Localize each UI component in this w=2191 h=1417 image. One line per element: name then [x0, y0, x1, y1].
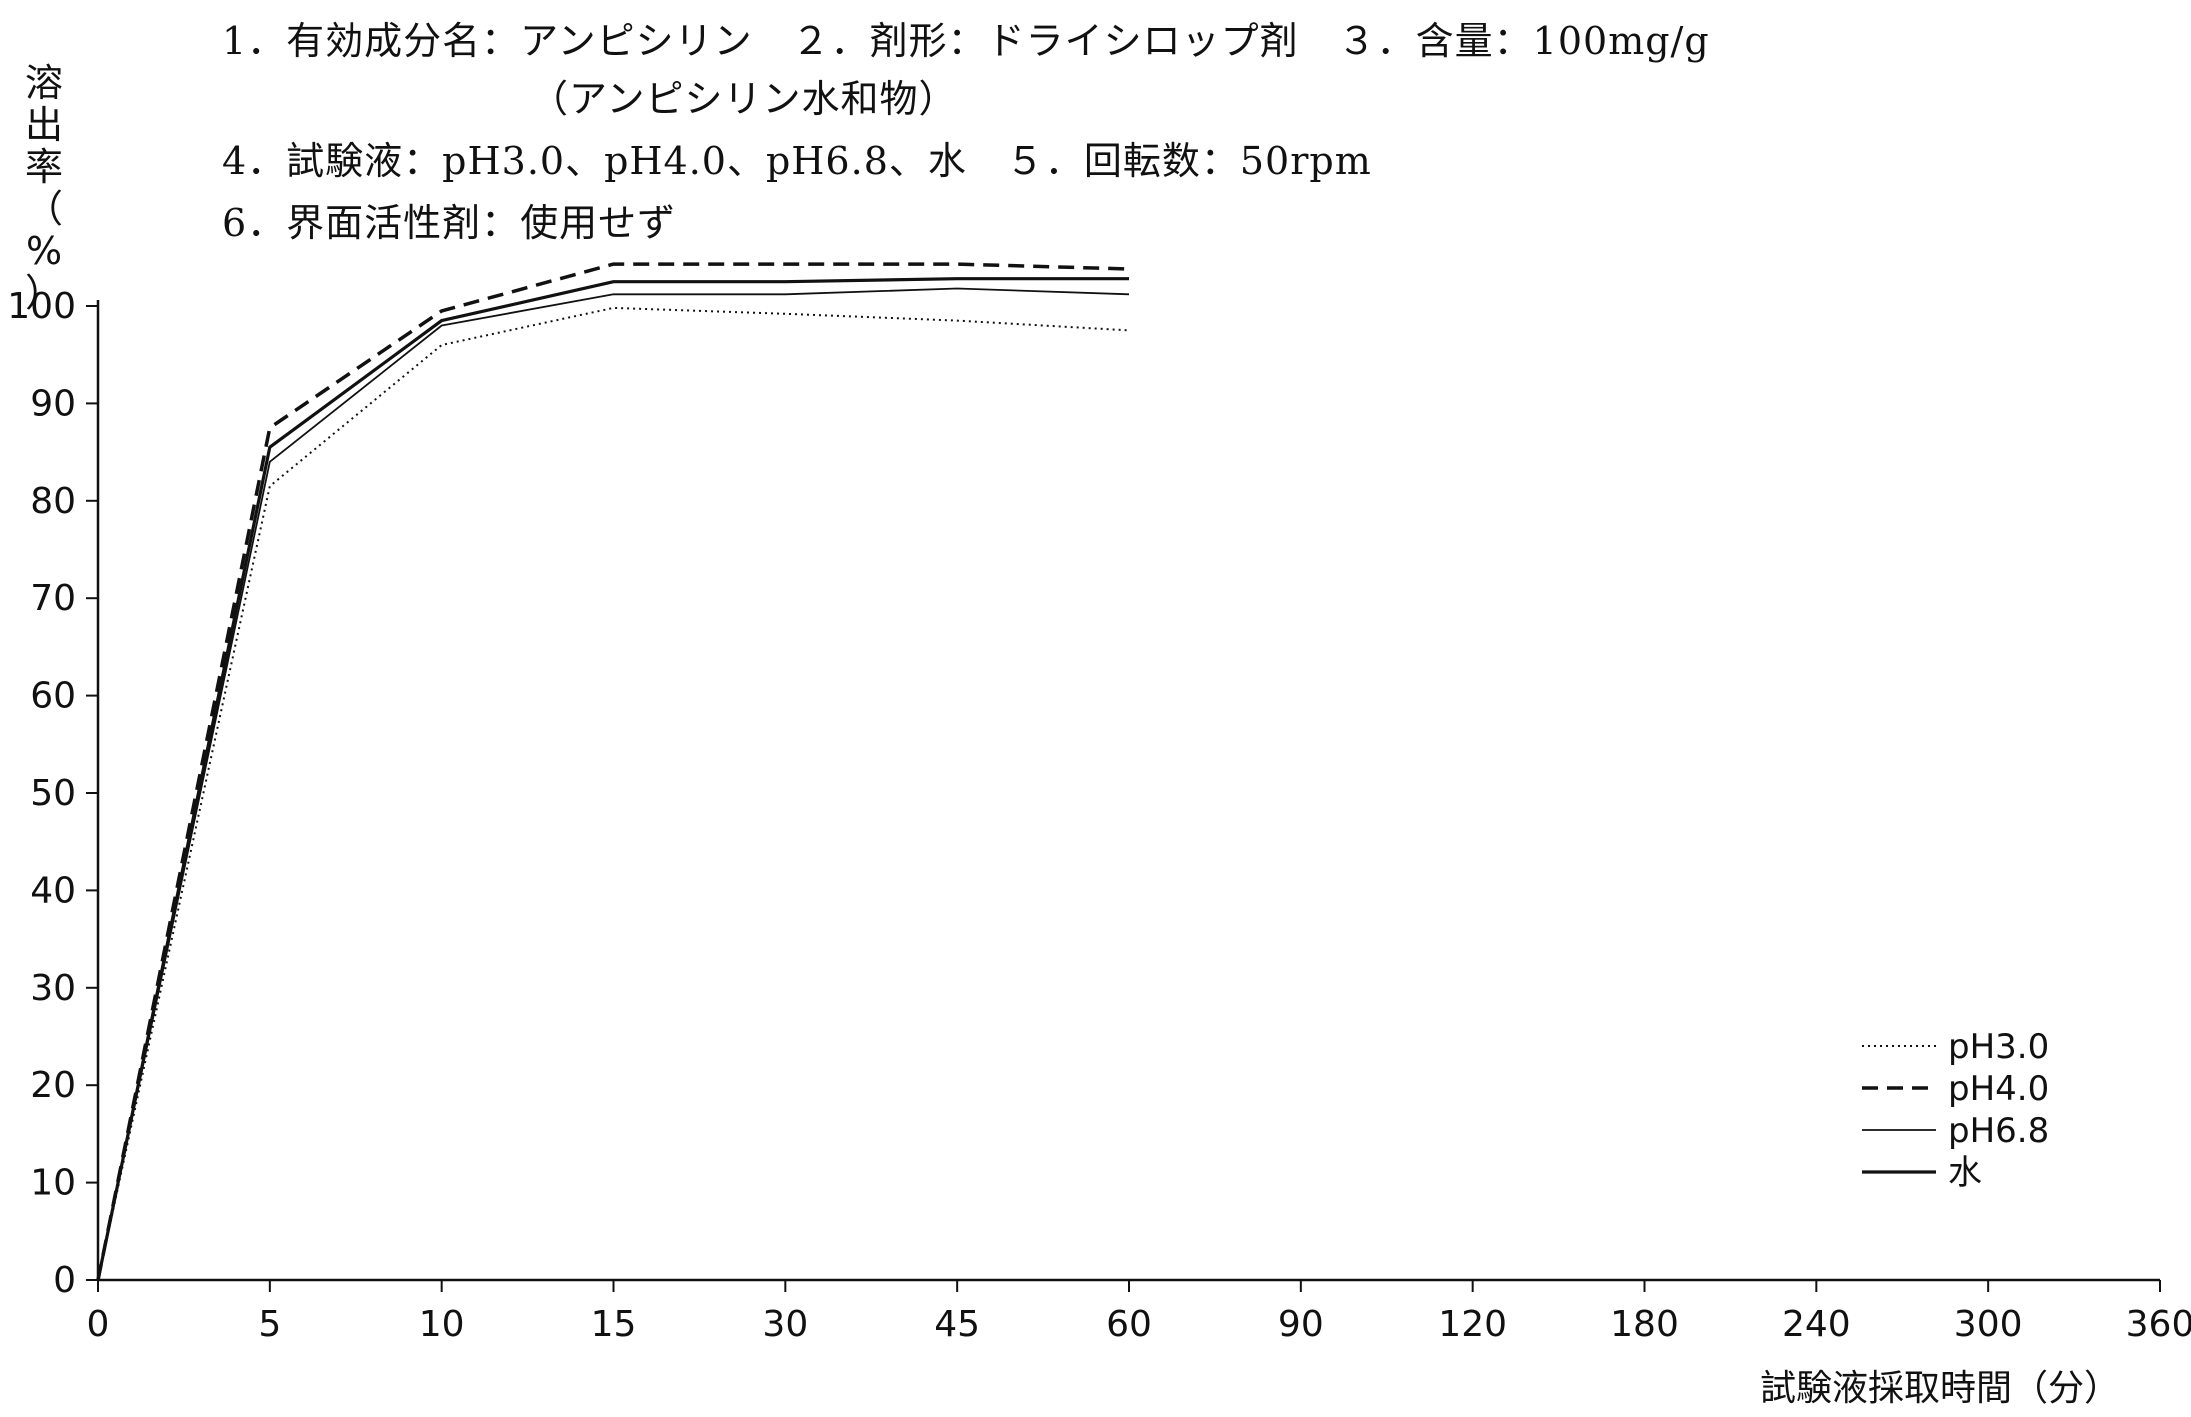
header-line-2: （アンピシリン水和物）	[530, 77, 958, 121]
header-line-3: 4．試験液：pH3.0、pH4.0、pH6.8、水 ５．回転数：50rpm	[222, 139, 1372, 183]
y-tick-label: 70	[30, 578, 76, 619]
y-tick-label: 60	[30, 676, 76, 717]
series-line-pH4.0	[96, 262, 1130, 1281]
y-tick-label: 90	[30, 383, 76, 424]
x-tick-label: 90	[1278, 1304, 1324, 1345]
x-tick-label: 120	[1438, 1304, 1507, 1345]
x-tick-label: 60	[1106, 1304, 1152, 1345]
header-line-4: 6．界面活性剤：使用せず	[222, 201, 677, 245]
y-tick-label: 40	[30, 870, 76, 911]
legend-label: pH6.8	[1948, 1111, 2049, 1151]
chart-series	[96, 262, 1130, 1281]
series-line-水	[96, 277, 1129, 1281]
y-axis-label-char: 率	[25, 145, 63, 189]
y-axis-label-char: ）	[25, 271, 63, 315]
x-tick-label: 10	[419, 1304, 465, 1345]
series-line-pH3.0	[97, 306, 1130, 1281]
y-axis-label-char: 溶	[25, 61, 63, 105]
x-tick-label: 240	[1782, 1304, 1851, 1345]
legend-label: pH4.0	[1948, 1069, 2049, 1109]
x-tick-label: 360	[2126, 1304, 2191, 1345]
y-axis-label: 溶出率（%）	[25, 61, 63, 315]
y-tick-label: 50	[30, 773, 76, 814]
header-line-1: 1．有効成分名：アンピシリン ２．剤形：ドライシロップ剤 ３．含量：100mg/…	[222, 19, 1710, 63]
y-tick-label: 10	[30, 1163, 76, 1204]
x-tick-label: 5	[258, 1304, 281, 1345]
legend-label: pH3.0	[1948, 1027, 2049, 1067]
x-tick-label: 30	[762, 1304, 808, 1345]
y-axis-label-char: %	[26, 229, 62, 273]
y-axis-label-char: 出	[25, 103, 63, 147]
x-axis-label: 試験液採取時間（分）	[1760, 1368, 2120, 1409]
y-tick-label: 80	[30, 481, 76, 522]
y-tick-label: 20	[30, 1065, 76, 1106]
x-tick-label: 45	[934, 1304, 980, 1345]
chart-ticks: 0 10 20 30 40 50 60 70 80 90 100 0 5 10 15 30 45 60 90 120 1…	[7, 286, 2191, 1345]
x-tick-label: 180	[1610, 1304, 1679, 1345]
x-tick-label: 0	[87, 1304, 110, 1345]
x-tick-label: 300	[1954, 1304, 2023, 1345]
legend-label: 水	[1948, 1153, 1982, 1193]
x-tick-label: 15	[591, 1304, 637, 1345]
series-line-pH6.8	[97, 287, 1130, 1281]
y-tick-label: 30	[30, 968, 76, 1009]
y-tick-label: 100	[7, 286, 76, 327]
chart-axes	[96, 300, 2160, 1282]
y-axis-label-char: （	[25, 187, 63, 231]
y-tick-label: 0	[53, 1260, 76, 1301]
